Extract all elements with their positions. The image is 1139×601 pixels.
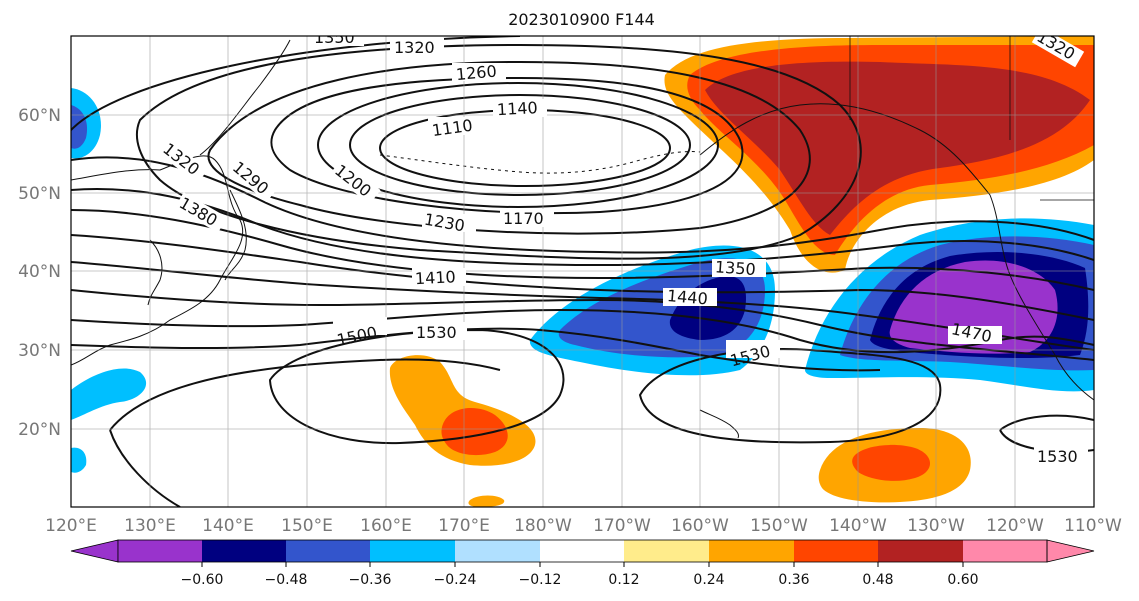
lon-label: 170°W <box>593 516 651 536</box>
colorbar-tick-label: 0.24 <box>693 572 724 588</box>
contour-1530-west <box>268 328 565 445</box>
positive-anomaly-small <box>468 495 505 507</box>
contour-1560 <box>109 358 501 431</box>
contour-1350 <box>71 209 1094 291</box>
contour-label: 1530 <box>1037 447 1078 466</box>
positive-anomaly-south-core <box>852 444 930 481</box>
lat-label: 30°N <box>18 341 61 361</box>
lon-label: 110°W <box>1064 516 1122 536</box>
colorbar-segment <box>878 540 964 562</box>
colorbar-low-extend <box>70 539 119 563</box>
contour-1170 <box>317 82 719 208</box>
contour-label: 1440 <box>666 286 708 308</box>
contour-1560b <box>109 429 181 507</box>
contour-label: 1410 <box>415 267 457 288</box>
colorbar-segment <box>624 540 710 562</box>
graticule <box>71 36 1094 507</box>
contour-label: 1140 <box>497 98 539 119</box>
lat-label: 60°N <box>18 106 61 126</box>
contour-label: 1320 <box>394 38 435 57</box>
contour-1410 <box>71 261 1094 351</box>
lon-label: 160°E <box>360 516 412 536</box>
contour-1260 <box>135 43 862 260</box>
lat-label: 40°N <box>18 262 61 282</box>
colorbar-tick-label: 0.12 <box>608 572 639 588</box>
colorbar-tick-label: −0.48 <box>265 572 308 588</box>
negative-anomaly-west-low <box>71 368 147 420</box>
colorbar-frame <box>117 539 1048 563</box>
lon-label: 170°E <box>438 516 490 536</box>
colorbar-segment <box>202 540 287 562</box>
lon-label: 150°E <box>281 516 333 536</box>
coastline-hawaii <box>699 409 739 439</box>
coastline-japan <box>224 189 247 281</box>
plot-frame <box>70 35 1095 508</box>
contour-1380 <box>71 234 1094 321</box>
contour-1500 <box>71 327 881 372</box>
positive-anomaly-central-core <box>441 408 508 456</box>
contour-label: 1170 <box>503 209 544 228</box>
coastline-aleutians <box>379 151 701 174</box>
lon-label: 140°E <box>202 516 254 536</box>
map-plot-area: 1350 1320 1260 1140 1110 1320 1290 1200 … <box>71 28 1094 507</box>
anomaly-fill-layer <box>71 36 1094 507</box>
colorbar-tick-label: −0.36 <box>349 572 392 588</box>
colorbar-tick-label: 0.60 <box>947 572 978 588</box>
colorbar-segment <box>963 540 1048 562</box>
longitude-labels: 120°E 130°E 140°E 150°E 160°E 170°E 180°… <box>45 516 1122 536</box>
contour-1290b <box>71 156 1094 254</box>
contour-label: 1350 <box>314 28 355 47</box>
contour-1320 <box>71 188 1094 267</box>
contour-1200 <box>270 76 744 215</box>
coastline-asia <box>71 155 244 366</box>
lon-label: 140°W <box>829 516 887 536</box>
colorbar-segment <box>455 540 541 562</box>
lat-label: 50°N <box>18 184 61 204</box>
contour-label: 1530 <box>416 323 457 342</box>
contour-label: 1260 <box>455 62 497 84</box>
negative-anomaly-west-bottom <box>71 447 87 473</box>
colorbar-segment <box>540 540 625 562</box>
lon-label: 130°W <box>907 516 965 536</box>
contour-label: 1350 <box>714 257 756 279</box>
colorbar-segment <box>794 540 879 562</box>
colorbar-high-extend <box>1046 539 1095 563</box>
colorbar-tick-label: −0.12 <box>519 572 562 588</box>
coastline-kamchatka <box>199 39 291 156</box>
colorbar-segment <box>709 540 795 562</box>
colorbar-segment <box>286 540 371 562</box>
colorbar-segment <box>118 540 203 562</box>
latitude-labels: 60°N 50°N 40°N 30°N 20°N <box>18 106 61 440</box>
coastline-north-america <box>699 103 1094 401</box>
colorbar-tick-label: 0.48 <box>862 572 893 588</box>
contour-1140 <box>349 94 691 196</box>
lon-label: 180°W <box>514 516 572 536</box>
negative-anomaly-westcoast-core <box>889 260 1058 354</box>
colorbar: −0.60 −0.48 −0.36 −0.24 −0.12 0.12 0.24 … <box>70 539 1095 588</box>
contour-1230 <box>207 60 811 235</box>
colorbar-tick-label: −0.24 <box>434 572 477 588</box>
colorbar-tick-label: 0.36 <box>778 572 809 588</box>
coastline-layer <box>71 36 1094 439</box>
negative-anomaly-west-edge-core <box>71 105 88 149</box>
lat-label: 20°N <box>18 420 61 440</box>
map-title: 2023010900 F144 <box>508 10 655 29</box>
lon-label: 160°W <box>671 516 729 536</box>
lon-label: 120°W <box>986 516 1044 536</box>
lon-label: 150°W <box>750 516 808 536</box>
colorbar-tick-label: −0.60 <box>181 572 224 588</box>
lon-label: 130°E <box>124 516 176 536</box>
contour-1440 <box>71 289 1094 361</box>
lon-label: 120°E <box>45 516 97 536</box>
colorbar-segment <box>370 540 456 562</box>
